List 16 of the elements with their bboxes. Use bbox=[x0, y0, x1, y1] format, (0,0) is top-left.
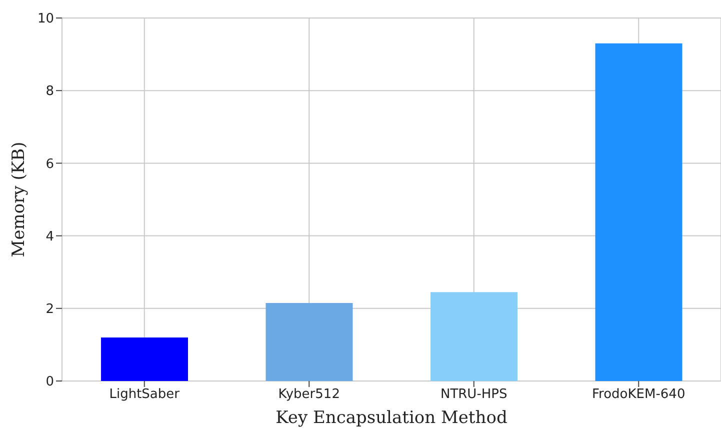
bar bbox=[595, 43, 682, 381]
bar bbox=[430, 292, 518, 381]
x-tick-label: Kyber512 bbox=[278, 387, 340, 402]
x-tick-label: LightSaber bbox=[109, 387, 180, 402]
y-tick-label: 2 bbox=[46, 302, 54, 318]
x-axis-title: Key Encapsulation Method bbox=[276, 408, 508, 428]
y-axis-title: Memory (KB) bbox=[9, 142, 30, 258]
bar bbox=[101, 337, 188, 381]
x-tick-label: NTRU-HPS bbox=[440, 387, 508, 402]
y-tick-label: 8 bbox=[46, 84, 54, 100]
y-tick-label: 10 bbox=[37, 12, 54, 27]
y-tick-label: 0 bbox=[46, 374, 54, 390]
bar bbox=[266, 302, 353, 381]
y-tick-label: 6 bbox=[46, 156, 54, 172]
x-tick-label: FrodoKEM-640 bbox=[592, 387, 686, 402]
y-tick-label: 4 bbox=[46, 229, 54, 244]
